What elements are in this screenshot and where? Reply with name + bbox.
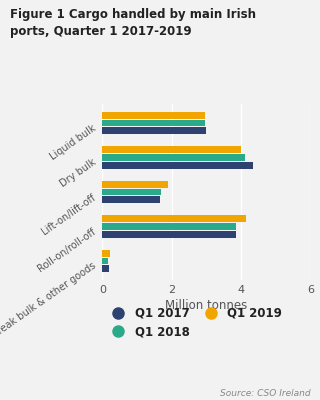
Bar [102, 188, 161, 196]
Bar [102, 265, 109, 272]
X-axis label: Million tonnes: Million tonnes [165, 299, 248, 312]
Bar [102, 223, 236, 230]
Bar [102, 120, 205, 126]
Bar [102, 196, 160, 203]
Bar [102, 112, 205, 119]
Bar [102, 231, 236, 238]
Bar [102, 250, 110, 257]
Legend: Q1 2017, Q1 2018, Q1 2019: Q1 2017, Q1 2018, Q1 2019 [104, 304, 285, 341]
Bar [102, 216, 246, 222]
Bar [102, 162, 253, 168]
Bar [102, 146, 241, 153]
Bar [102, 181, 168, 188]
Text: Source: CSO Ireland: Source: CSO Ireland [220, 389, 310, 398]
Bar [102, 127, 206, 134]
Bar [102, 154, 244, 161]
Text: Figure 1 Cargo handled by main Irish
ports, Quarter 1 2017-2019: Figure 1 Cargo handled by main Irish por… [10, 8, 256, 38]
Bar [102, 258, 108, 264]
